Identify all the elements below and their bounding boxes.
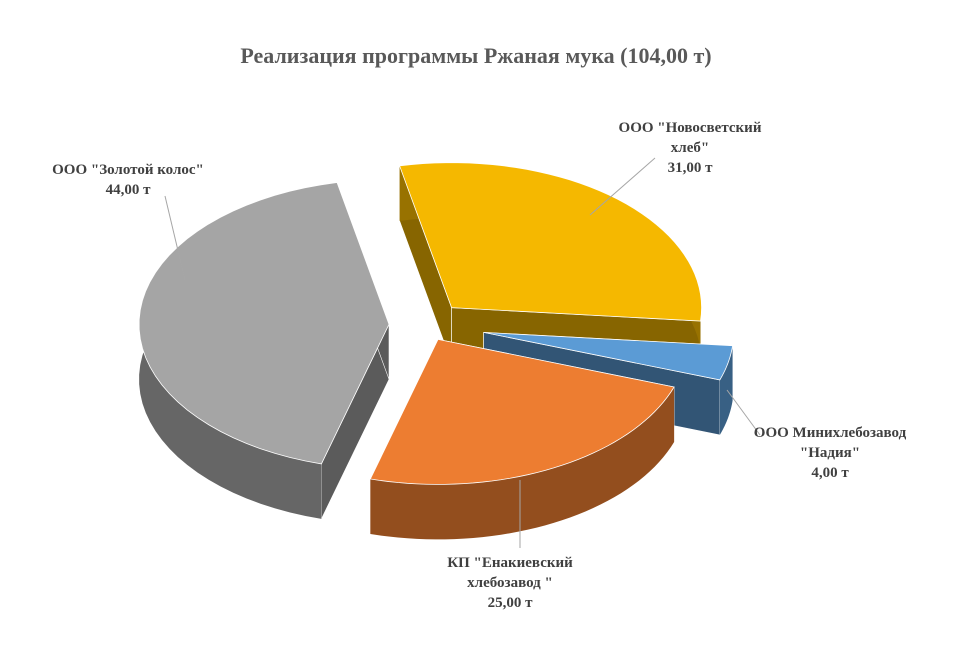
pie-slice-top [369,338,675,485]
pie-slice-rim [370,386,675,540]
slice-label: ООО "Золотой колос" 44,00 т [52,162,204,198]
slice-label-line: "Надия" [800,445,860,461]
pie-slice-top [399,162,702,322]
leader-line [164,195,186,281]
slice-label-line: ООО "Золотой колос" [52,162,204,178]
pie-slice-rim [719,345,733,435]
slice-label-line: 25,00 т [488,595,534,611]
slice-label-line: 44,00 т [106,182,152,198]
slice-label-line: ООО "Новосветский [619,120,762,136]
slices-layer [138,162,734,540]
leader-line [726,389,761,436]
slice-label: КП "Енакиевский хлебозавод " 25,00 т [447,555,573,611]
slice-label: ООО "Новосветский хлеб" 31,00 т [619,120,762,176]
pie-slice [369,338,675,540]
leader-line [589,157,656,216]
slice-label-line: 31,00 т [668,160,714,176]
chart-title: Реализация программы Ржаная мука (104,00… [240,43,711,68]
pie-slice [138,182,390,520]
labels-layer: ООО "Новосветский хлеб" 31,00 т ООО Минихле… [52,120,906,611]
slice-label-line: 4,00 т [811,465,849,481]
pie-slice-top [483,331,734,381]
slice-label-line: хлебозавод " [467,575,553,591]
pie-slice-top [138,182,390,465]
slice-label: ООО Минихлебозавод "Надия" 4,00 т [754,425,907,481]
slice-label-line: ООО Минихлебозавод [754,425,907,441]
slice-label-line: хлеб" [671,140,709,156]
slice-label-line: КП "Енакиевский [447,555,573,571]
